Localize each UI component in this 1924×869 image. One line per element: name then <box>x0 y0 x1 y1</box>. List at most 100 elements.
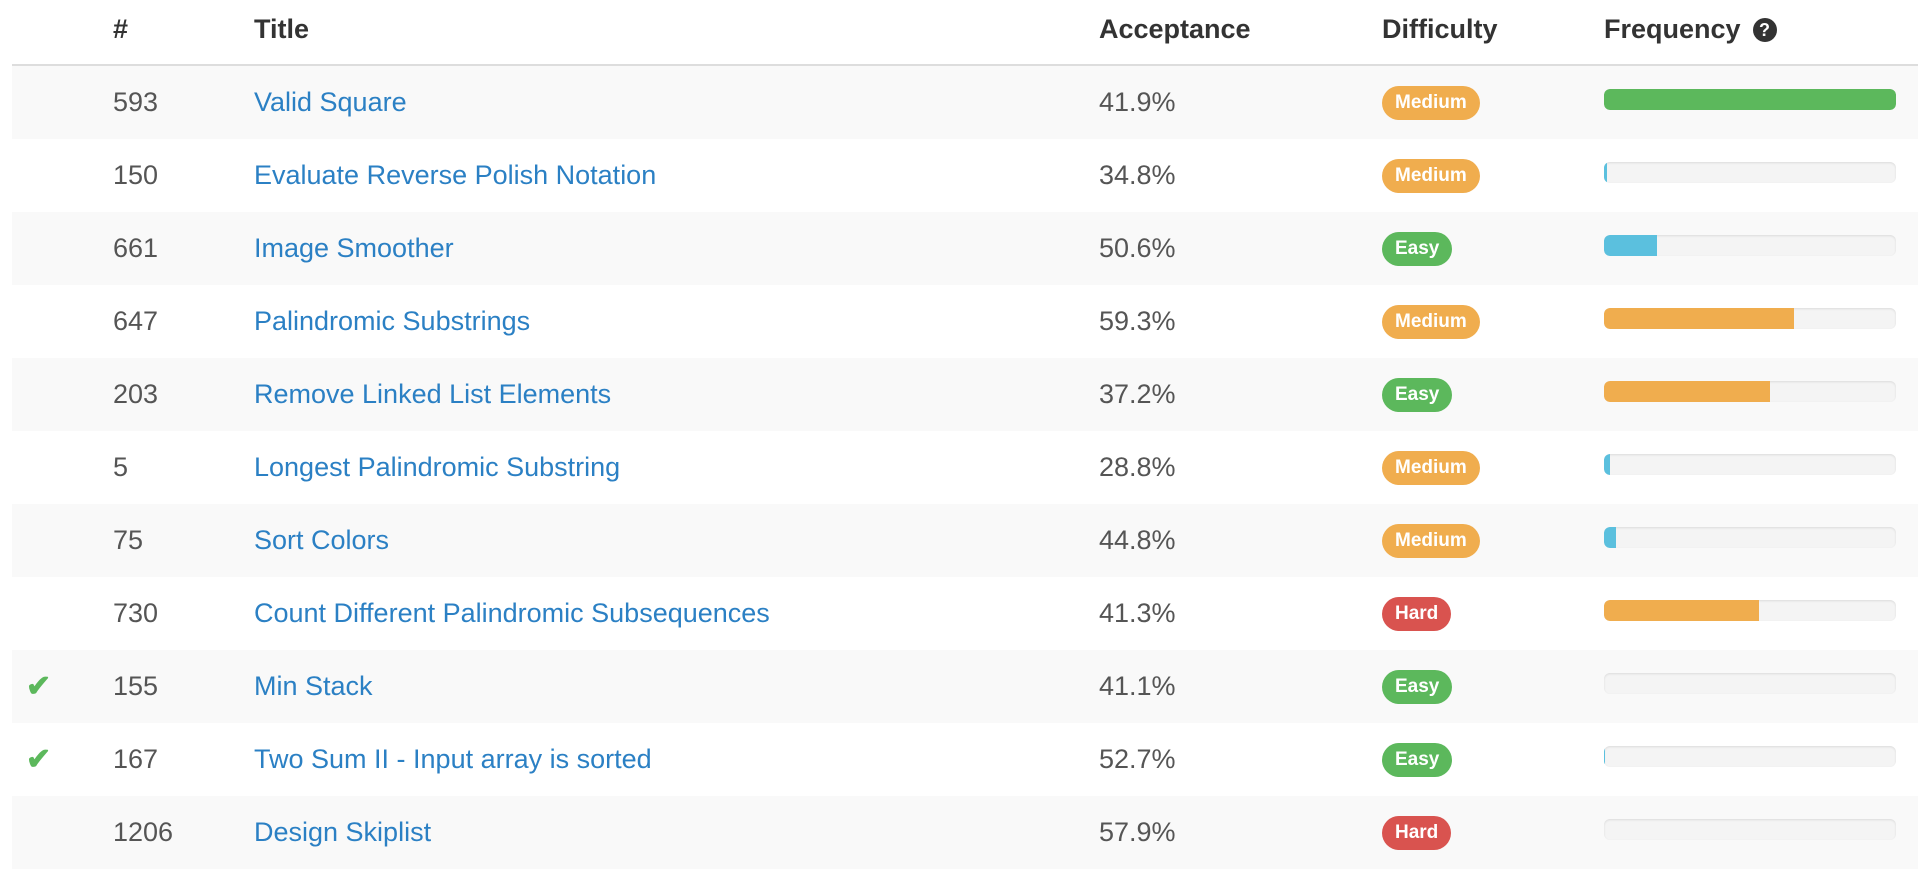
difficulty-cell: Hard <box>1382 796 1452 869</box>
frequency-bar <box>1604 600 1896 621</box>
solved-cell: ✔ <box>26 650 66 723</box>
problem-number: 1206 <box>113 817 174 847</box>
problem-title-link[interactable]: Two Sum II - Input array is sorted <box>254 744 652 774</box>
difficulty-badge: Hard <box>1382 815 1452 850</box>
header-frequency[interactable]: Frequency? <box>1604 14 1777 45</box>
header-acceptance[interactable]: Acceptance <box>1099 14 1251 44</box>
table-body: 593 Valid Square 41.9% Medium 150 Evaluate Re… <box>12 66 1918 869</box>
table-row: 730 Count Different Palindromic Subsequen… <box>12 577 1918 650</box>
table-row: 1206 Design Skiplist 57.9% Hard <box>12 796 1918 869</box>
difficulty-cell: Medium <box>1382 285 1480 358</box>
table-row: 150 Evaluate Reverse Polish Notation 34.8%… <box>12 139 1918 212</box>
table-row: ✔ 155 Min Stack 41.1% Easy <box>12 650 1918 723</box>
problem-number: 150 <box>113 160 159 190</box>
header-title[interactable]: Title <box>254 14 310 44</box>
difficulty-badge: Medium <box>1382 158 1480 193</box>
frequency-bar <box>1604 162 1896 183</box>
difficulty-cell: Easy <box>1382 650 1453 723</box>
frequency-bar <box>1604 89 1896 110</box>
table-row: 203 Remove Linked List Elements 37.2% Easy <box>12 358 1918 431</box>
table-header: # Title Acceptance Difficulty Frequency? <box>12 0 1918 66</box>
acceptance-rate: 41.1% <box>1099 671 1176 701</box>
frequency-bar <box>1604 746 1896 767</box>
difficulty-cell: Medium <box>1382 431 1480 504</box>
frequency-bar <box>1604 381 1896 402</box>
difficulty-badge: Medium <box>1382 85 1480 120</box>
problem-title-link[interactable]: Sort Colors <box>254 525 390 555</box>
difficulty-badge: Easy <box>1382 742 1453 777</box>
acceptance-rate: 37.2% <box>1099 379 1176 409</box>
check-icon: ✔ <box>26 743 52 776</box>
problem-title-link[interactable]: Design Skiplist <box>254 817 432 847</box>
difficulty-cell: Medium <box>1382 504 1480 577</box>
solved-cell <box>26 431 66 504</box>
problem-title-link[interactable]: Count Different Palindromic Subsequences <box>254 598 770 628</box>
frequency-bar-fill <box>1604 162 1607 183</box>
problem-number: 203 <box>113 379 159 409</box>
solved-cell <box>26 66 66 139</box>
problem-title-link[interactable]: Image Smoother <box>254 233 454 263</box>
frequency-bar-fill <box>1604 308 1794 329</box>
difficulty-cell: Easy <box>1382 358 1453 431</box>
frequency-bar <box>1604 454 1896 475</box>
difficulty-badge: Medium <box>1382 304 1480 339</box>
acceptance-rate: 59.3% <box>1099 306 1176 336</box>
frequency-bar-fill <box>1604 89 1896 110</box>
problems-table: # Title Acceptance Difficulty Frequency?… <box>12 0 1918 869</box>
frequency-bar-fill <box>1604 746 1606 767</box>
difficulty-badge: Easy <box>1382 669 1453 704</box>
acceptance-rate: 34.8% <box>1099 160 1176 190</box>
problem-number: 5 <box>113 452 129 482</box>
problem-title-link[interactable]: Longest Palindromic Substring <box>254 452 621 482</box>
problem-number: 647 <box>113 306 159 336</box>
table-row: 75 Sort Colors 44.8% Medium <box>12 504 1918 577</box>
frequency-bar-fill <box>1604 381 1771 402</box>
acceptance-rate: 57.9% <box>1099 817 1176 847</box>
problem-number: 730 <box>113 598 159 628</box>
problem-number: 167 <box>113 744 159 774</box>
check-icon: ✔ <box>26 670 52 703</box>
acceptance-rate: 41.9% <box>1099 87 1176 117</box>
problem-number: 593 <box>113 87 159 117</box>
header-frequency-label: Frequency <box>1604 14 1741 44</box>
frequency-bar-fill <box>1604 235 1657 256</box>
difficulty-badge: Easy <box>1382 377 1453 412</box>
problem-title-link[interactable]: Palindromic Substrings <box>254 306 531 336</box>
difficulty-badge: Hard <box>1382 596 1452 631</box>
difficulty-cell: Hard <box>1382 577 1452 650</box>
problem-title-link[interactable]: Evaluate Reverse Polish Notation <box>254 160 657 190</box>
problem-title-link[interactable]: Remove Linked List Elements <box>254 379 612 409</box>
solved-cell <box>26 139 66 212</box>
solved-cell <box>26 358 66 431</box>
solved-cell <box>26 796 66 869</box>
difficulty-cell: Easy <box>1382 212 1453 285</box>
solved-cell <box>26 577 66 650</box>
frequency-bar <box>1604 235 1896 256</box>
difficulty-cell: Medium <box>1382 139 1480 212</box>
table-row: 5 Longest Palindromic Substring 28.8% Mediu… <box>12 431 1918 504</box>
question-circle-icon[interactable]: ? <box>1752 18 1777 42</box>
acceptance-rate: 44.8% <box>1099 525 1176 555</box>
frequency-bar-fill <box>1604 454 1610 475</box>
solved-cell: ✔ <box>26 723 66 796</box>
acceptance-rate: 52.7% <box>1099 744 1176 774</box>
table-row: 661 Image Smoother 50.6% Easy <box>12 212 1918 285</box>
problem-number: 661 <box>113 233 159 263</box>
frequency-bar <box>1604 308 1896 329</box>
difficulty-cell: Easy <box>1382 723 1453 796</box>
solved-cell <box>26 285 66 358</box>
frequency-bar <box>1604 673 1896 694</box>
problem-title-link[interactable]: Valid Square <box>254 87 407 117</box>
table-row: 647 Palindromic Substrings 59.3% Medium <box>12 285 1918 358</box>
header-difficulty[interactable]: Difficulty <box>1382 14 1498 44</box>
header-number[interactable]: # <box>113 14 129 44</box>
frequency-bar <box>1604 527 1896 548</box>
problem-number: 155 <box>113 671 159 701</box>
problem-title-link[interactable]: Min Stack <box>254 671 373 701</box>
problem-number: 75 <box>113 525 144 555</box>
acceptance-rate: 28.8% <box>1099 452 1176 482</box>
frequency-bar-fill <box>1604 527 1616 548</box>
difficulty-badge: Medium <box>1382 523 1480 558</box>
difficulty-badge: Medium <box>1382 450 1480 485</box>
solved-cell <box>26 212 66 285</box>
